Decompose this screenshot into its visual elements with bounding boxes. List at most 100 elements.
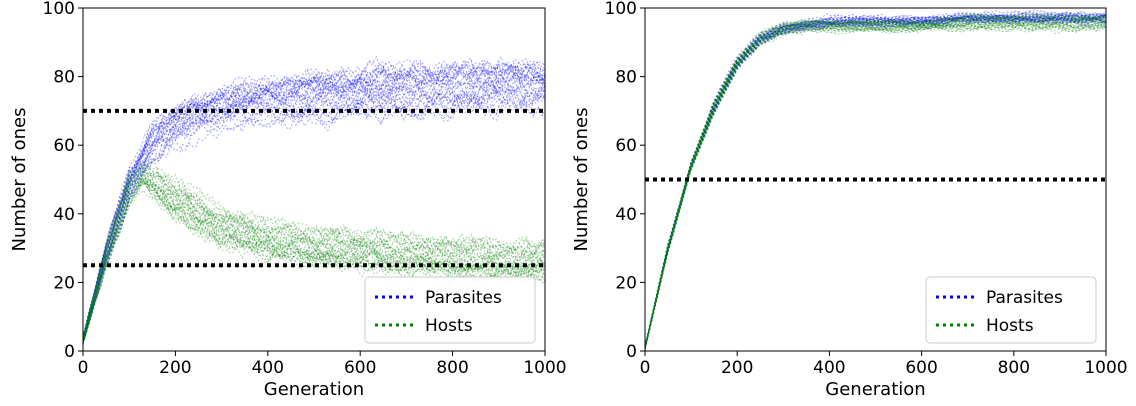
series-line-parasites-run-9 xyxy=(645,16,1106,349)
x-tick-label: 600 xyxy=(344,358,376,378)
x-tick-label: 400 xyxy=(252,358,284,378)
series-line-hosts-run-18 xyxy=(645,20,1106,349)
series-line-parasites-run-11 xyxy=(645,9,1106,347)
series-line-parasites-run-18 xyxy=(83,78,545,342)
series-line-hosts-run-6 xyxy=(645,22,1106,350)
series-line-hosts-run-26 xyxy=(645,24,1106,350)
series-line-hosts-run-5 xyxy=(645,17,1106,348)
series-line-hosts-run-13 xyxy=(645,12,1106,347)
series-line-hosts-run-25 xyxy=(645,21,1106,349)
series-line-parasites-run-26 xyxy=(645,15,1106,349)
series-line-parasites-run-15 xyxy=(645,12,1106,347)
y-tick-label: 80 xyxy=(53,68,75,88)
series-line-hosts-run-6 xyxy=(83,181,545,342)
y-axis-label: Number of ones xyxy=(571,108,592,252)
series-line-parasites-run-23 xyxy=(645,13,1106,347)
series-line-parasites-run-20 xyxy=(645,19,1106,350)
series-line-hosts-run-7 xyxy=(645,16,1106,349)
series-line-parasites-run-12 xyxy=(645,10,1106,347)
series-line-parasites-run-21 xyxy=(83,98,545,345)
series-line-parasites-run-2 xyxy=(83,60,545,340)
y-tick-label: 0 xyxy=(64,342,75,362)
legend-label-hosts: Hosts xyxy=(425,316,473,336)
legend-label-hosts: Hosts xyxy=(986,316,1034,336)
series-line-hosts-run-15 xyxy=(83,176,545,340)
series-line-parasites-run-5 xyxy=(645,13,1106,348)
series-line-parasites-run-24 xyxy=(83,85,545,343)
series-line-hosts-run-18 xyxy=(83,178,545,342)
series-line-parasites-run-22 xyxy=(83,62,545,338)
legend: Parasites Hosts xyxy=(364,276,536,344)
series-line-hosts-run-28 xyxy=(645,21,1106,349)
series-line-parasites-run-27 xyxy=(83,87,545,344)
series-line-hosts-run-29 xyxy=(83,172,545,341)
series-line-hosts-run-11 xyxy=(645,14,1106,348)
series-line-hosts-run-26 xyxy=(83,177,545,343)
series-line-parasites-run-17 xyxy=(83,62,545,339)
series-line-hosts-run-17 xyxy=(83,171,545,339)
series-line-hosts-run-27 xyxy=(83,189,545,344)
series-line-hosts-run-12 xyxy=(83,179,545,343)
series-line-hosts-run-17 xyxy=(645,12,1106,347)
series-line-parasites-run-25 xyxy=(645,12,1106,347)
series-line-hosts-run-16 xyxy=(645,20,1106,348)
series-line-hosts-run-14 xyxy=(645,14,1106,347)
y-tick-label: 20 xyxy=(615,273,637,293)
series-line-hosts-run-29 xyxy=(645,23,1106,350)
series-line-parasites-run-6 xyxy=(645,13,1106,349)
series-line-parasites-run-13 xyxy=(645,13,1106,348)
legend-label-parasites: Parasites xyxy=(986,288,1063,308)
series-line-hosts-run-10 xyxy=(83,177,545,343)
x-tick-label: 0 xyxy=(78,358,89,378)
x-tick-label: 200 xyxy=(159,358,191,378)
series-line-parasites-run-11 xyxy=(83,58,545,338)
series-line-parasites-run-28 xyxy=(645,14,1106,349)
series-line-hosts-run-20 xyxy=(83,178,545,342)
series-line-hosts-run-1 xyxy=(83,169,545,341)
y-axis-label: Number of ones xyxy=(9,108,30,252)
x-tick-label: 800 xyxy=(436,358,468,378)
series-line-parasites-run-30 xyxy=(645,17,1106,350)
series-line-parasites-run-8 xyxy=(645,13,1106,348)
series-line-hosts-run-27 xyxy=(645,14,1106,348)
series-line-parasites-run-3 xyxy=(645,13,1106,348)
series-line-parasites-run-28 xyxy=(83,71,545,341)
series-line-parasites-run-12 xyxy=(83,58,545,337)
series-line-hosts-run-8 xyxy=(83,163,545,340)
y-tick-label: 40 xyxy=(615,205,637,225)
x-tick-label: 200 xyxy=(721,358,753,378)
series-line-parasites-run-5 xyxy=(83,86,545,342)
series-line-parasites-run-7 xyxy=(83,63,545,340)
series-line-hosts-run-24 xyxy=(645,10,1106,347)
x-tick-label: 800 xyxy=(998,358,1030,378)
series-line-parasites-run-14 xyxy=(645,16,1106,348)
y-tick-label: 0 xyxy=(626,342,637,362)
series-line-parasites-run-8 xyxy=(83,91,545,344)
series-line-parasites-run-20 xyxy=(83,58,545,340)
series-line-parasites-run-9 xyxy=(83,92,545,345)
y-tick-label: 100 xyxy=(605,0,637,19)
series-line-parasites-run-4 xyxy=(645,16,1106,349)
series-line-parasites-run-19 xyxy=(645,16,1106,349)
axes-frame xyxy=(82,7,546,352)
y-tick-label: 60 xyxy=(615,136,637,156)
y-tick-label: 20 xyxy=(53,273,75,293)
series-line-hosts-run-19 xyxy=(645,12,1106,347)
series-line-hosts-run-14 xyxy=(83,165,545,339)
series-line-parasites-run-17 xyxy=(645,13,1106,347)
series-line-parasites-run-26 xyxy=(83,73,545,342)
series-line-hosts-run-2 xyxy=(83,180,545,344)
series-line-parasites-run-16 xyxy=(83,69,545,341)
series-line-hosts-run-4 xyxy=(645,17,1106,349)
x-tick-label: 1000 xyxy=(523,358,566,378)
series-line-hosts-run-21 xyxy=(645,22,1106,349)
legend-box xyxy=(925,276,1097,344)
series-line-hosts-run-13 xyxy=(83,160,545,338)
chart-panel-2: 0 200 400 600 800 1000 0 20 40 60 80 100 Generation N… xyxy=(571,0,1128,400)
series-line-hosts-run-9 xyxy=(645,15,1106,348)
series-line-parasites-run-19 xyxy=(83,55,545,338)
series-line-parasites-run-1 xyxy=(645,10,1106,348)
series-line-parasites-run-23 xyxy=(83,64,545,340)
series-line-hosts-run-3 xyxy=(645,15,1106,347)
